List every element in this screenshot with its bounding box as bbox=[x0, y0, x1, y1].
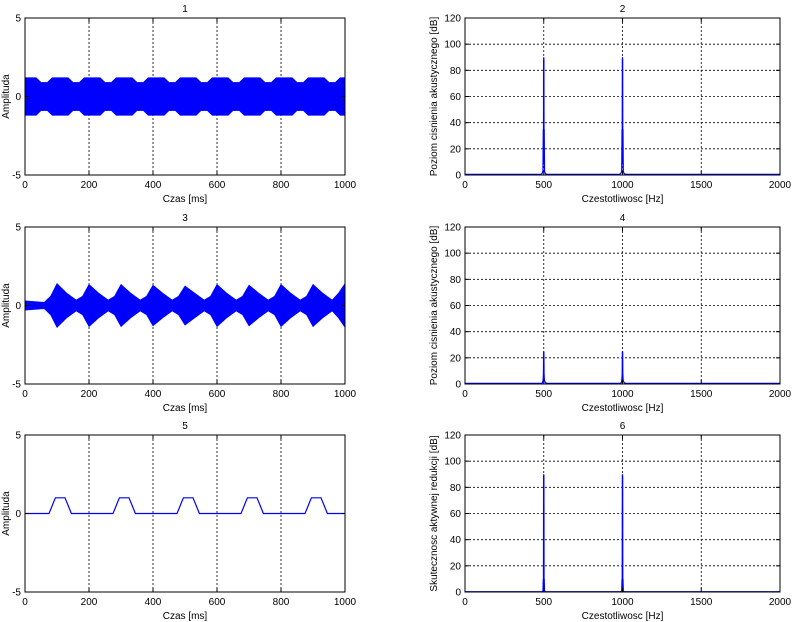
y-tick-label: 100 bbox=[444, 457, 461, 468]
x-tick-label: 500 bbox=[535, 597, 552, 608]
series-line bbox=[25, 497, 345, 515]
chart-title: 3 bbox=[182, 213, 188, 224]
y-tick-label: 0 bbox=[455, 171, 461, 182]
y-tick-label: 80 bbox=[450, 66, 462, 77]
y-axis-label: Skutecznosc aktywnej redukcji [dB] bbox=[429, 435, 440, 591]
y-tick-label: -5 bbox=[12, 380, 21, 391]
y-tick-label: 80 bbox=[450, 483, 462, 494]
x-tick-label: 1500 bbox=[690, 389, 713, 400]
x-tick-label: 0 bbox=[462, 597, 468, 608]
y-tick-label: 5 bbox=[15, 431, 21, 442]
x-tick-label: 1000 bbox=[611, 389, 634, 400]
y-tick-label: 60 bbox=[450, 92, 462, 103]
chart-title: 6 bbox=[620, 421, 626, 432]
x-axis-label: Czestotliwosc [Hz] bbox=[582, 611, 664, 622]
x-tick-label: 0 bbox=[462, 180, 468, 191]
chart-2: 0 500 1000 1500 2000 0 20 40 60 80 100 120 2 Czestotl… bbox=[429, 4, 792, 205]
x-tick-label: 400 bbox=[145, 389, 162, 400]
chart-6: 0 500 1000 1500 2000 0 20 40 60 80 100 120 6 Czestotl… bbox=[429, 421, 792, 622]
x-axis-label: Czestotliwosc [Hz] bbox=[582, 194, 664, 205]
y-tick-label: -5 bbox=[12, 588, 21, 599]
x-tick-label: 1500 bbox=[690, 597, 713, 608]
y-axis-label: Poziom cisnienia akustycznego [dB] bbox=[429, 226, 440, 386]
x-tick-label: 1000 bbox=[611, 597, 634, 608]
x-tick-label: 600 bbox=[209, 180, 226, 191]
y-tick-label: 60 bbox=[450, 301, 462, 312]
x-tick-label: 600 bbox=[209, 389, 226, 400]
x-tick-label: 800 bbox=[273, 597, 290, 608]
y-tick-label: 20 bbox=[450, 353, 462, 364]
x-tick-label: 1000 bbox=[334, 180, 357, 191]
x-axis-label: Czestotliwosc [Hz] bbox=[582, 403, 664, 414]
chart-title: 1 bbox=[182, 4, 188, 15]
x-tick-label: 400 bbox=[145, 597, 162, 608]
x-tick-label: 0 bbox=[22, 180, 28, 191]
x-tick-label: 800 bbox=[273, 180, 290, 191]
y-axis-label: Amplituda bbox=[1, 491, 12, 536]
x-axis-label: Czas [ms] bbox=[163, 611, 208, 622]
y-tick-label: 100 bbox=[444, 249, 461, 260]
x-tick-label: 200 bbox=[81, 389, 98, 400]
y-tick-label: 60 bbox=[450, 509, 462, 520]
x-tick-label: 1000 bbox=[611, 180, 634, 191]
chart-4: 0 500 1000 1500 2000 0 20 40 60 80 100 120 4 Czestotl… bbox=[429, 213, 792, 414]
y-tick-label: 40 bbox=[450, 535, 462, 546]
y-tick-label: 100 bbox=[444, 40, 461, 51]
x-tick-label: 200 bbox=[81, 597, 98, 608]
y-axis-label: Amplituda bbox=[1, 74, 12, 119]
y-tick-label: -5 bbox=[12, 171, 21, 182]
y-tick-label: 120 bbox=[444, 223, 461, 234]
x-tick-label: 1500 bbox=[690, 180, 713, 191]
x-tick-label: 1000 bbox=[334, 389, 357, 400]
x-tick-label: 2000 bbox=[769, 389, 792, 400]
x-tick-label: 800 bbox=[273, 389, 290, 400]
x-axis-label: Czas [ms] bbox=[163, 403, 208, 414]
y-tick-label: 0 bbox=[15, 509, 21, 520]
y-tick-label: 40 bbox=[450, 327, 462, 338]
chart-title: 2 bbox=[620, 4, 626, 15]
y-tick-label: 0 bbox=[455, 588, 461, 599]
x-tick-label: 600 bbox=[209, 597, 226, 608]
y-tick-label: 0 bbox=[15, 301, 21, 312]
y-tick-label: 5 bbox=[15, 223, 21, 234]
series-envelope bbox=[24, 77, 346, 116]
chart-title: 4 bbox=[620, 213, 626, 224]
y-axis-label: Poziom cisnienia akustycznego [dB] bbox=[429, 17, 440, 177]
y-tick-label: 20 bbox=[450, 561, 462, 572]
x-axis-label: Czas [ms] bbox=[163, 194, 208, 205]
x-tick-label: 0 bbox=[462, 389, 468, 400]
y-tick-label: 0 bbox=[455, 380, 461, 391]
x-tick-label: 400 bbox=[145, 180, 162, 191]
x-tick-label: 2000 bbox=[769, 597, 792, 608]
x-tick-label: 500 bbox=[535, 389, 552, 400]
x-tick-label: 500 bbox=[535, 180, 552, 191]
x-tick-label: 200 bbox=[81, 180, 98, 191]
x-tick-label: 1000 bbox=[334, 597, 357, 608]
x-tick-label: 0 bbox=[22, 597, 28, 608]
series-line bbox=[465, 351, 780, 384]
y-tick-label: 5 bbox=[15, 14, 21, 25]
chart-title: 5 bbox=[182, 421, 188, 432]
y-tick-label: 80 bbox=[450, 275, 462, 286]
y-tick-label: 20 bbox=[450, 144, 462, 155]
y-tick-label: 40 bbox=[450, 118, 462, 129]
y-tick-label: 120 bbox=[444, 431, 461, 442]
y-tick-label: 120 bbox=[444, 14, 461, 25]
series-line bbox=[465, 57, 780, 175]
y-axis-label: Amplituda bbox=[1, 283, 12, 328]
x-tick-label: 2000 bbox=[769, 180, 792, 191]
y-tick-label: 0 bbox=[15, 92, 21, 103]
x-tick-label: 0 bbox=[22, 389, 28, 400]
